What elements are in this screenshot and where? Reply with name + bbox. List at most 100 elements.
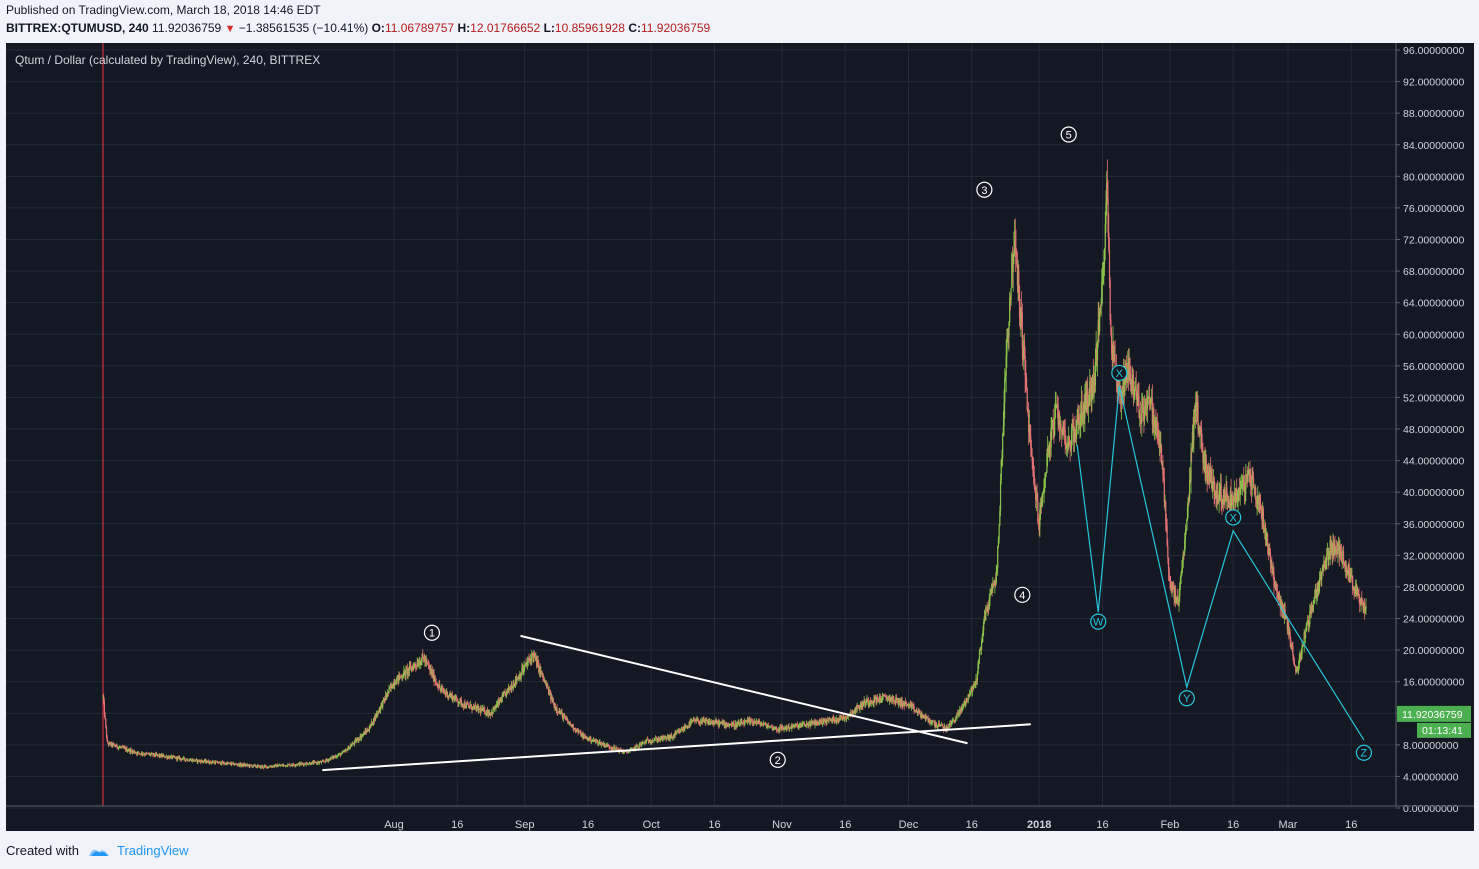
candle-body bbox=[110, 742, 112, 746]
candle-body bbox=[170, 755, 172, 757]
candle-body bbox=[493, 706, 496, 710]
candle-body bbox=[886, 697, 888, 699]
candle-body bbox=[536, 657, 538, 667]
last-price-value: 11.92036759 bbox=[152, 21, 222, 35]
candle-body bbox=[337, 754, 340, 756]
candle-body bbox=[810, 722, 812, 727]
candle-body bbox=[810, 721, 813, 723]
candle-body bbox=[1215, 493, 1217, 499]
candle-body bbox=[362, 734, 364, 736]
candle-body bbox=[922, 715, 924, 719]
candle-body bbox=[1064, 429, 1066, 440]
candle-body bbox=[952, 720, 955, 722]
candle-body bbox=[124, 747, 126, 749]
candle-body bbox=[1032, 461, 1034, 466]
candle-body bbox=[1267, 547, 1269, 554]
candle-body bbox=[1095, 344, 1097, 362]
price-chart[interactable]: 96.0000000092.0000000088.0000000084.0000… bbox=[6, 43, 1474, 831]
candle-body bbox=[603, 743, 605, 747]
candle-body bbox=[930, 723, 932, 724]
candle-body bbox=[898, 699, 900, 704]
candle-body bbox=[1026, 388, 1028, 410]
candle-body bbox=[1001, 458, 1003, 461]
candle-body bbox=[938, 722, 940, 726]
candle-body bbox=[583, 735, 586, 737]
candle-body bbox=[377, 711, 380, 713]
candle-body bbox=[391, 684, 393, 689]
candle-body bbox=[505, 693, 507, 697]
candle-body bbox=[685, 726, 687, 728]
candle-body bbox=[757, 721, 759, 723]
candle-body bbox=[211, 762, 213, 764]
y-tick-label: 92.00000000 bbox=[1403, 77, 1464, 89]
candle-body bbox=[843, 716, 846, 719]
candle-body bbox=[682, 730, 684, 731]
tradingview-link[interactable]: TradingView bbox=[116, 843, 189, 858]
candle-body bbox=[973, 684, 976, 686]
candle-body bbox=[1278, 594, 1281, 601]
chart-container[interactable]: 96.00000000 92.00000000 88.00000000 84.0000… bbox=[6, 43, 1474, 831]
candle-body bbox=[684, 727, 686, 730]
candle-body bbox=[341, 751, 343, 754]
candle-body bbox=[1229, 504, 1231, 508]
candle-body bbox=[432, 672, 434, 678]
candle-body bbox=[938, 722, 940, 725]
candle-body bbox=[414, 664, 416, 666]
candle-body bbox=[799, 724, 801, 726]
candle-body bbox=[1321, 566, 1324, 573]
candle-body bbox=[297, 763, 299, 764]
candle-body bbox=[913, 706, 915, 712]
candle-body bbox=[347, 746, 349, 750]
candle-body bbox=[804, 725, 806, 727]
candle-body bbox=[530, 658, 532, 662]
candle-body bbox=[1244, 489, 1246, 493]
wave-marker-label: Y bbox=[1183, 693, 1191, 705]
candle-body bbox=[993, 583, 995, 586]
candle-body bbox=[1236, 500, 1239, 502]
candle-body bbox=[192, 759, 194, 762]
candle-body bbox=[255, 766, 257, 768]
candle-body bbox=[831, 719, 833, 721]
candle-body bbox=[1314, 597, 1316, 604]
candle-body bbox=[383, 698, 385, 700]
candle-body bbox=[522, 667, 524, 673]
candle-body bbox=[691, 720, 693, 722]
x-tick-label: Feb bbox=[1160, 819, 1179, 831]
candle-body bbox=[241, 763, 243, 765]
candle-body bbox=[924, 715, 926, 719]
candle-body bbox=[303, 763, 305, 766]
candle-body bbox=[460, 699, 463, 705]
candle-body bbox=[744, 720, 747, 722]
candle-body bbox=[984, 616, 986, 621]
candle-body bbox=[1056, 404, 1058, 406]
candle-body bbox=[756, 721, 758, 723]
candle-body bbox=[927, 718, 929, 723]
candle-body bbox=[647, 739, 650, 742]
candle-body bbox=[550, 691, 552, 700]
candle-body bbox=[455, 696, 458, 699]
candle-body bbox=[1250, 481, 1252, 486]
candle-body bbox=[827, 720, 829, 721]
candle-body bbox=[1309, 611, 1311, 625]
candle-body bbox=[446, 691, 448, 698]
candle-body bbox=[427, 662, 429, 665]
candle-body bbox=[786, 727, 788, 730]
candle-body bbox=[1227, 499, 1229, 502]
candle-body bbox=[630, 747, 633, 750]
candle-body bbox=[271, 766, 273, 768]
candle-body bbox=[846, 715, 848, 719]
candle-body bbox=[1120, 385, 1122, 405]
candle-body bbox=[841, 716, 843, 718]
candle-body bbox=[1248, 469, 1250, 471]
candle-body bbox=[610, 747, 612, 749]
symbol-label: BITTREX:QTUMUSD, 240 bbox=[6, 21, 149, 35]
candle-body bbox=[1127, 362, 1129, 382]
candle-body bbox=[152, 753, 154, 756]
candle-body bbox=[385, 695, 387, 697]
wxyxz-wave-path bbox=[1076, 385, 1365, 741]
candle-body bbox=[954, 718, 957, 722]
candle-body bbox=[1132, 374, 1134, 390]
candle-body bbox=[439, 688, 441, 690]
candle-body bbox=[1288, 623, 1290, 634]
candle-body bbox=[1302, 644, 1304, 646]
